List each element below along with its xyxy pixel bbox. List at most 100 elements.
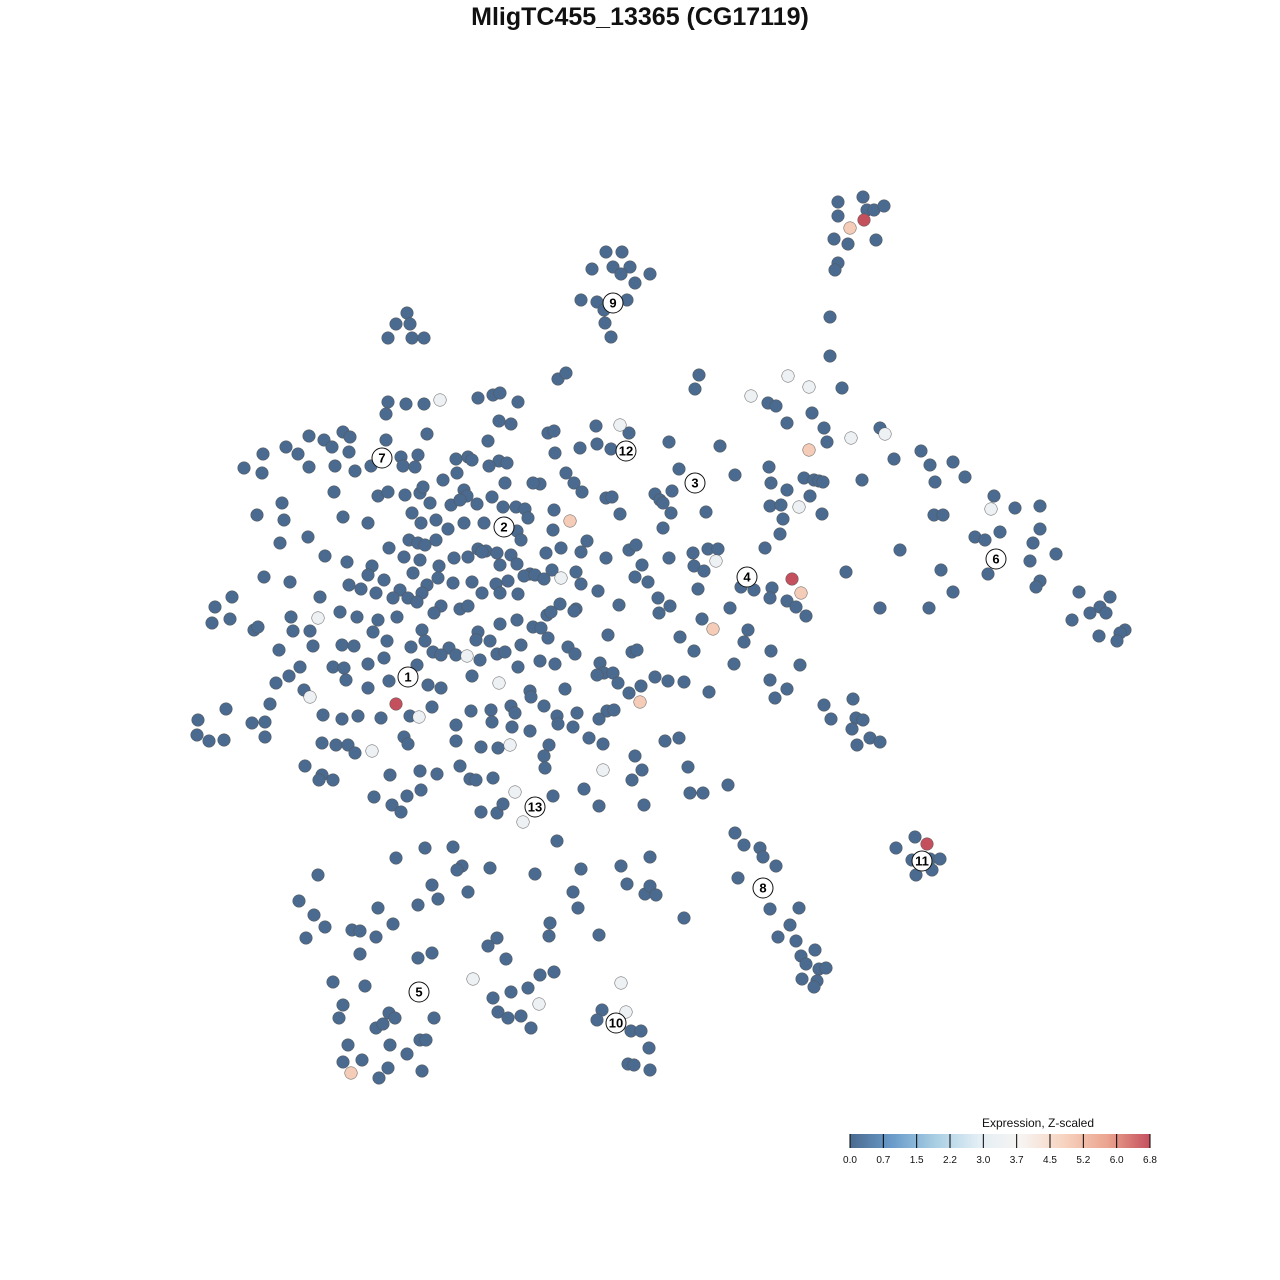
- data-point: [347, 639, 361, 653]
- data-point: [318, 920, 332, 934]
- data-point: [511, 395, 525, 409]
- data-point: [665, 484, 679, 498]
- cluster-label-badge: [397, 666, 419, 688]
- data-point: [794, 586, 808, 600]
- legend-tick-label: 3.7: [1010, 1155, 1024, 1166]
- data-point: [313, 590, 327, 604]
- cluster-label-badge: [684, 472, 706, 494]
- data-point: [482, 459, 496, 473]
- data-point: [429, 513, 443, 527]
- cluster-label-badge: [985, 548, 1007, 570]
- cluster-label-2: 2: [493, 516, 515, 538]
- data-point: [773, 527, 787, 541]
- data-point: [465, 669, 479, 683]
- data-point: [635, 763, 649, 777]
- data-point: [622, 686, 636, 700]
- data-point: [893, 543, 907, 557]
- data-point: [425, 946, 439, 960]
- data-point: [697, 564, 711, 578]
- data-point: [418, 841, 432, 855]
- data-point: [575, 485, 589, 499]
- data-point: [1072, 585, 1086, 599]
- legend-tick-label: 6.8: [1143, 1155, 1157, 1166]
- data-point: [469, 773, 483, 787]
- data-point: [411, 448, 425, 462]
- data-point: [419, 1033, 433, 1047]
- data-point: [414, 516, 428, 530]
- data-point: [481, 434, 495, 448]
- data-point: [406, 566, 420, 580]
- cluster-label-badge: [524, 796, 546, 818]
- data-point: [656, 496, 670, 510]
- data-point: [702, 685, 716, 699]
- data-point: [508, 706, 522, 720]
- data-point: [687, 644, 701, 658]
- data-point: [369, 586, 383, 600]
- data-point: [873, 601, 887, 615]
- cluster-label-badge: [493, 516, 515, 538]
- data-point: [569, 565, 583, 579]
- data-point: [574, 545, 588, 559]
- data-point: [672, 462, 686, 476]
- cluster-label-badge: [605, 1012, 627, 1034]
- cluster-label-badge: [371, 447, 393, 469]
- data-point: [390, 610, 404, 624]
- data-point: [658, 734, 672, 748]
- data-point: [256, 447, 270, 461]
- data-point: [524, 1021, 538, 1035]
- data-point: [728, 826, 742, 840]
- data-point: [374, 711, 388, 725]
- data-point: [856, 713, 870, 727]
- data-point: [664, 506, 678, 520]
- data-point: [367, 790, 381, 804]
- data-point: [339, 673, 353, 687]
- data-point: [993, 525, 1007, 539]
- data-point: [532, 997, 546, 1011]
- cluster-label-8: 8: [752, 877, 774, 899]
- data-point: [464, 704, 478, 718]
- data-point: [380, 634, 394, 648]
- data-point: [400, 789, 414, 803]
- data-point: [470, 497, 484, 511]
- data-point: [302, 460, 316, 474]
- data-point: [432, 559, 446, 573]
- data-point: [381, 331, 395, 345]
- data-point: [803, 489, 817, 503]
- data-point: [421, 678, 435, 692]
- data-point: [604, 330, 618, 344]
- data-point: [533, 654, 547, 668]
- data-point: [348, 464, 362, 478]
- data-point: [208, 600, 222, 614]
- data-point: [504, 985, 518, 999]
- data-point: [615, 245, 629, 259]
- data-point: [493, 558, 507, 572]
- data-point: [856, 190, 870, 204]
- data-point: [415, 623, 429, 637]
- legend-tick-label: 0.0: [843, 1155, 857, 1166]
- data-point: [539, 546, 553, 560]
- data-point: [328, 459, 342, 473]
- data-point: [599, 245, 613, 259]
- data-point: [425, 700, 439, 714]
- data-point: [329, 738, 343, 752]
- data-point: [382, 674, 396, 688]
- data-point: [485, 490, 499, 504]
- data-point: [923, 458, 937, 472]
- data-point: [493, 386, 507, 400]
- data-point: [326, 660, 340, 674]
- data-point: [410, 658, 424, 672]
- data-point: [245, 716, 259, 730]
- cluster-label-7: 7: [371, 447, 393, 469]
- data-point: [408, 460, 422, 474]
- data-point: [354, 582, 368, 596]
- data-point: [312, 773, 326, 787]
- data-point: [547, 503, 561, 517]
- data-point: [793, 658, 807, 672]
- data-point: [386, 591, 400, 605]
- data-point: [457, 516, 471, 530]
- data-point: [613, 418, 627, 432]
- data-point: [417, 331, 431, 345]
- data-point: [827, 232, 841, 246]
- data-point: [768, 691, 782, 705]
- data-point: [558, 682, 572, 696]
